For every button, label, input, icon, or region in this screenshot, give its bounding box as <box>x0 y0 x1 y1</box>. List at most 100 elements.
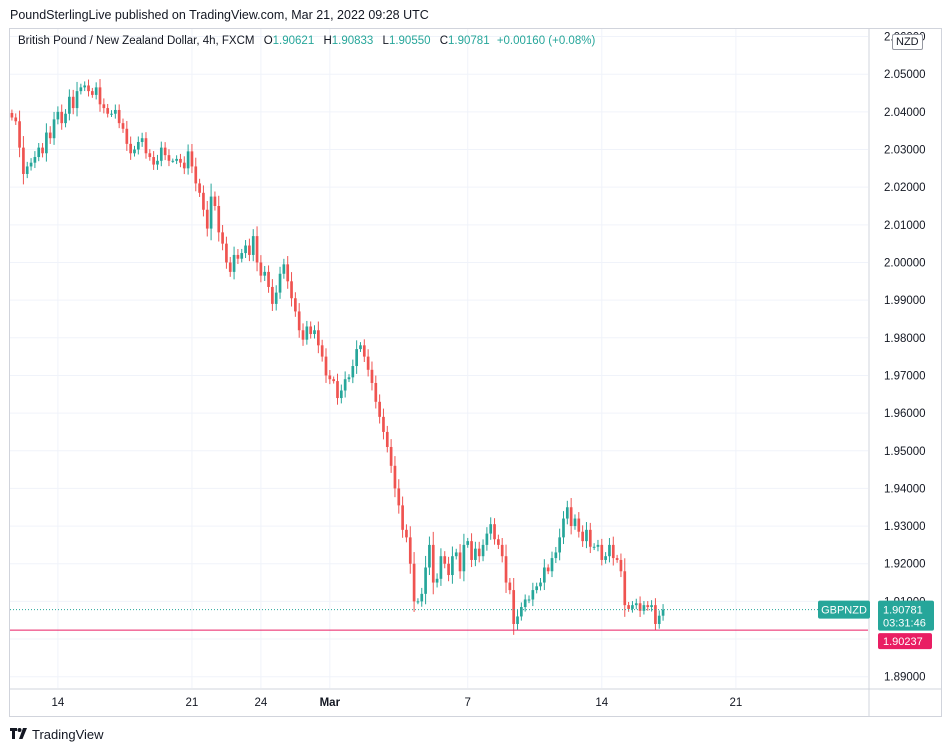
candle-body <box>248 245 251 255</box>
candle-body <box>79 87 83 92</box>
candle-body <box>221 232 224 244</box>
currency-button[interactable]: NZD <box>892 34 923 50</box>
candle-body <box>481 544 485 557</box>
symbol-tag <box>818 600 870 619</box>
tradingview-logo-icon <box>10 727 28 742</box>
candle-body <box>251 236 255 255</box>
candle-body <box>500 544 504 557</box>
y-tick-label: 1.89000 <box>884 672 926 684</box>
legend-low-key: L <box>382 35 389 47</box>
candle-body <box>508 582 512 591</box>
candle-body <box>263 271 267 276</box>
candle-body <box>68 96 71 114</box>
y-tick-label: 1.92000 <box>884 559 926 571</box>
candle-body <box>267 271 270 287</box>
y-tick-label: 1.96000 <box>884 408 926 420</box>
x-tick-label: 14 <box>51 697 64 709</box>
candle-body <box>588 529 592 547</box>
candle-body <box>523 599 527 608</box>
candle-body <box>359 345 362 350</box>
candle-body <box>343 379 347 391</box>
candle-body <box>351 366 355 378</box>
candle-body <box>320 345 324 357</box>
candle-body <box>654 605 657 624</box>
candle-body <box>424 567 427 594</box>
candle-body <box>98 87 102 105</box>
legend-high: 1.90833 <box>331 35 374 47</box>
tradingview-brand[interactable]: TradingView <box>10 727 104 742</box>
candle-body <box>140 138 144 142</box>
candle-body <box>41 147 44 154</box>
candle-body <box>87 85 90 92</box>
candle-body <box>121 123 125 129</box>
candle-body <box>451 556 454 576</box>
candle-body <box>22 147 25 174</box>
candle-body <box>397 488 401 506</box>
x-tick-label: 24 <box>254 697 267 709</box>
candle-body <box>56 111 60 120</box>
candle-body <box>324 356 328 376</box>
candle-body <box>186 151 190 169</box>
candle-body <box>83 85 87 88</box>
candle-body <box>282 264 286 274</box>
candle-body <box>454 552 458 557</box>
y-tick-label: 1.93000 <box>884 521 926 533</box>
candle-body <box>431 544 435 583</box>
candle-body <box>382 416 385 432</box>
candle-body <box>558 537 561 553</box>
candle-body <box>642 605 646 611</box>
candle-body <box>389 446 393 466</box>
candle-body <box>259 262 263 276</box>
candle-body <box>236 254 240 259</box>
legend-title: British Pound / New Zealand Dollar, 4h, … <box>18 35 255 47</box>
candle-body <box>412 563 416 602</box>
candle-body <box>385 431 389 447</box>
candle-body <box>401 505 404 530</box>
candle-body <box>18 121 21 148</box>
candle-body <box>133 149 136 154</box>
candle-body <box>374 382 378 402</box>
legend-open-key: O <box>263 35 273 47</box>
legend-high-key: H <box>323 35 332 47</box>
candle-body <box>64 113 67 124</box>
candle-body <box>278 273 282 293</box>
candle-body <box>213 196 217 206</box>
candle-body <box>462 544 466 572</box>
candle-body <box>631 605 634 609</box>
candle-body <box>615 558 619 560</box>
candle-body <box>477 548 481 557</box>
candle-body <box>416 601 420 603</box>
y-tick-label: 2.02000 <box>884 182 926 194</box>
candle-body <box>179 158 182 163</box>
last-price-value: 1.90781 <box>883 605 923 617</box>
candle-body <box>244 245 247 254</box>
candle-body <box>393 465 397 489</box>
candle-body <box>535 586 539 591</box>
candle-body <box>585 529 588 542</box>
candle-body <box>294 298 297 312</box>
horizontal-line-price-tag <box>878 633 932 650</box>
candle-body <box>497 539 500 545</box>
candle-body <box>144 138 148 154</box>
candle-body <box>209 196 213 229</box>
candle-body <box>290 281 293 299</box>
candle-body <box>370 369 374 383</box>
candle-body <box>52 119 56 139</box>
candle-body <box>443 556 447 564</box>
candle-body <box>489 524 493 534</box>
candle-body <box>91 91 94 95</box>
candle-body <box>657 615 661 624</box>
legend-close: 1.90781 <box>448 35 490 47</box>
legend-close-key: C <box>439 35 449 47</box>
candle-body <box>113 109 117 114</box>
candle-body <box>546 567 550 572</box>
candle-body <box>75 91 79 109</box>
candle-body <box>592 546 596 548</box>
candle-body <box>29 162 33 167</box>
candle-body <box>25 166 29 174</box>
candle-body <box>228 262 232 272</box>
candle-body <box>439 556 443 579</box>
candle-body <box>48 132 52 139</box>
publisher-line: PoundSterlingLive published on TradingVi… <box>10 8 429 22</box>
